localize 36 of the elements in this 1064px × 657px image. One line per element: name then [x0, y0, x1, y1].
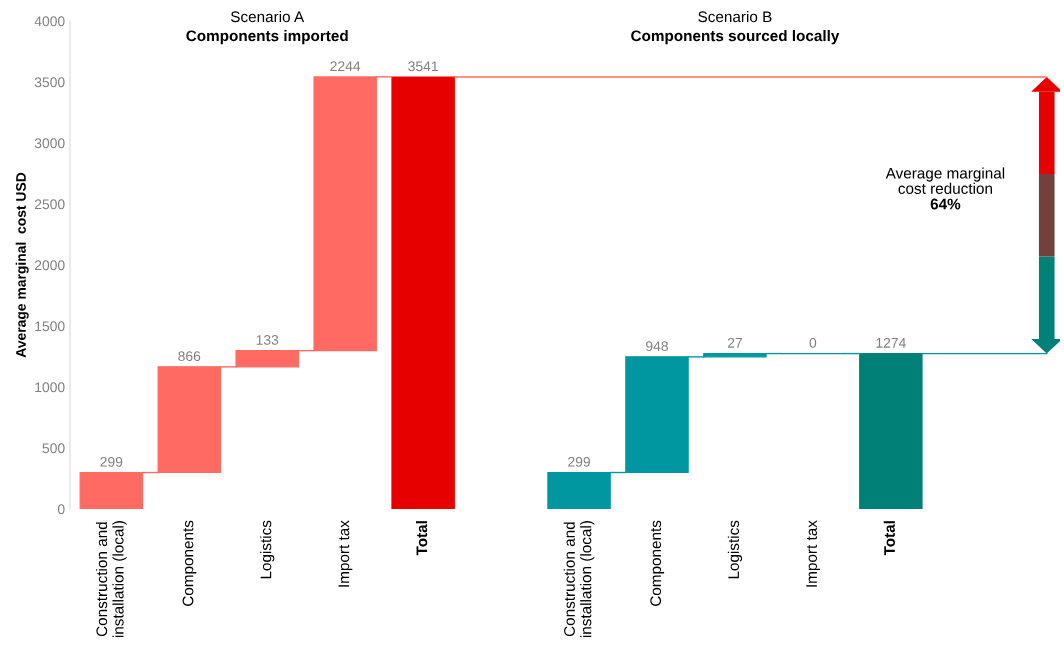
y-tick-label: 0: [57, 504, 65, 515]
x-tick-label: Logistics: [260, 520, 275, 579]
x-tick-label: Total: [416, 521, 428, 556]
y-tick-label: 1500: [35, 321, 65, 332]
x-tick-label: Construction and installation (local): [95, 521, 127, 638]
x-tick-label: Total: [883, 521, 895, 556]
data-label: 27: [727, 337, 742, 348]
data-label: 1274: [876, 337, 906, 348]
x-tick-label: Components: [182, 520, 197, 606]
data-label: 133: [256, 335, 279, 345]
annotation: Components sourced locally: [631, 29, 840, 45]
y-tick-label: 1000: [35, 382, 65, 393]
y-tick-label: 2000: [34, 260, 65, 271]
x-tick-label: Logistics: [727, 520, 743, 579]
data-label: 2244: [330, 61, 361, 71]
x-tick-label: Import tax: [338, 520, 353, 587]
y-tick-label: 2500: [34, 199, 65, 210]
x-tick-label: Components: [650, 520, 665, 606]
x-tick-label: Construction and installation (local): [563, 521, 595, 638]
y-tick-label: 3000: [34, 138, 65, 149]
text: 64%: [930, 198, 961, 210]
annotation: Components imported: [186, 29, 348, 45]
data-label: 948: [646, 341, 668, 352]
annotation: Scenario B: [698, 10, 772, 23]
data-label: 866: [178, 351, 201, 362]
y-tick-label: 3500: [34, 77, 65, 88]
x-tick-label: Import tax: [806, 520, 821, 587]
y-axis-title: Average marginal cost USD: [15, 172, 29, 358]
y-tick-label: 500: [42, 443, 65, 454]
annotation: Scenario A: [230, 10, 305, 23]
data-label: 0: [809, 337, 817, 348]
data-label: 299: [100, 456, 123, 467]
y-tick-label: 4000: [34, 16, 65, 27]
data-label: 3541: [408, 61, 438, 72]
data-label: 299: [568, 456, 590, 467]
annotation: Average marginal cost reduction: [885, 167, 1005, 194]
